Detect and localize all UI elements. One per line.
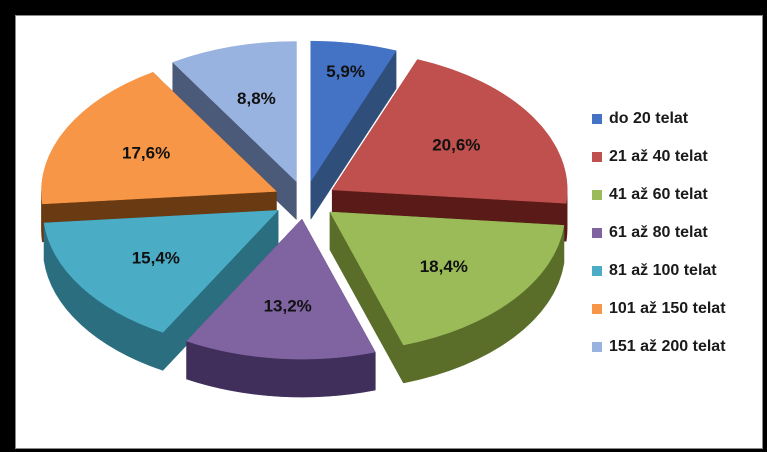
data-label: 5,9% xyxy=(326,62,365,81)
legend-label: 61 až 80 telat xyxy=(609,224,708,241)
legend-item: 101 až 150 telat xyxy=(592,290,726,328)
legend-label: do 20 telat xyxy=(609,110,689,127)
slice-top xyxy=(186,218,376,360)
legend-swatch xyxy=(592,152,602,162)
legend-swatch xyxy=(592,304,602,314)
legend-label: 41 až 60 telat xyxy=(609,186,708,203)
legend-item: 151 až 200 telat xyxy=(592,328,726,366)
legend-swatch xyxy=(592,114,602,124)
legend-swatch xyxy=(592,342,602,352)
legend-item: 61 až 80 telat xyxy=(592,214,726,252)
legend-label: 101 až 150 telat xyxy=(609,300,726,317)
pie-slice xyxy=(186,218,376,398)
data-label: 8,8% xyxy=(237,89,276,108)
slice-top xyxy=(310,40,397,182)
legend-label: 21 až 40 telat xyxy=(609,148,708,165)
data-label: 20,6% xyxy=(432,135,480,154)
pie-slice xyxy=(329,211,565,384)
pie-chart: 5,9% 20,6% 18,4% 13,2% 15,4% 17,6% 8,8% xyxy=(41,40,568,398)
legend-item: 81 až 100 telat xyxy=(592,252,726,290)
pie-slice xyxy=(43,209,279,372)
legend-swatch xyxy=(592,228,602,238)
legend-swatch xyxy=(592,266,602,276)
slice-top xyxy=(329,211,565,346)
legend-item: 41 až 60 telat xyxy=(592,176,726,214)
slice-top xyxy=(331,59,568,204)
slice-top xyxy=(43,210,279,333)
legend-swatch xyxy=(592,190,602,200)
data-label: 13,2% xyxy=(264,297,312,316)
legend-label: 81 až 100 telat xyxy=(609,262,717,279)
legend-item: do 20 telat xyxy=(592,100,726,138)
data-label: 18,4% xyxy=(420,257,468,276)
data-label: 15,4% xyxy=(132,249,180,268)
legend-label: 151 až 200 telat xyxy=(609,338,726,355)
slice-top xyxy=(172,41,297,183)
legend-item: 21 až 40 telat xyxy=(592,138,726,176)
legend: do 20 telat 21 až 40 telat 41 až 60 tela… xyxy=(592,100,726,366)
data-label: 17,6% xyxy=(122,144,170,163)
pie-slice xyxy=(310,40,397,220)
slice-top xyxy=(41,72,277,205)
